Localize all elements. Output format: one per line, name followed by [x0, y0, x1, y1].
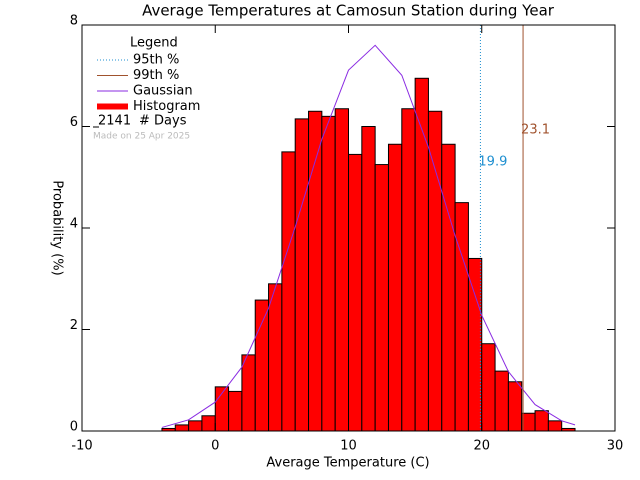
y-tick-label: 6	[70, 115, 78, 130]
histogram-bar	[188, 420, 203, 432]
y-axis-label: Probability (%)	[50, 180, 65, 275]
histogram-bar	[294, 118, 310, 432]
histogram-bar	[414, 77, 429, 432]
legend-title: Legend	[130, 36, 178, 51]
x-tick-label: 10	[340, 439, 357, 454]
histogram-bar	[427, 110, 443, 432]
made-on: Made on 25 Apr 2025	[93, 132, 190, 142]
x-tick-label: 0	[211, 439, 219, 454]
percentile-label: 23.1	[521, 123, 550, 138]
gaussian-curve	[161, 44, 576, 428]
x-axis-label: Average Temperature (C)	[266, 456, 429, 471]
histogram-bar	[507, 381, 523, 432]
percentile-label: 19.9	[478, 155, 507, 170]
histogram-bar	[481, 343, 496, 432]
histogram-bar	[308, 110, 323, 432]
legend-label: 95th %	[133, 53, 179, 68]
histogram-bar	[334, 108, 349, 432]
histogram-bar	[201, 415, 216, 432]
histogram-bar	[174, 424, 190, 432]
histogram-bar	[387, 143, 403, 432]
histogram-bar	[534, 410, 549, 432]
histogram-bar	[241, 354, 256, 432]
days-label: # Days	[139, 114, 187, 129]
days-count: 2141	[98, 114, 131, 129]
histogram-bar	[374, 164, 389, 432]
x-tick-label: 20	[473, 439, 490, 454]
histogram-bar	[268, 283, 283, 432]
histogram-bar	[494, 370, 509, 432]
histogram-bar	[521, 412, 536, 432]
histogram-bar	[441, 143, 456, 432]
histogram-bar	[321, 115, 336, 432]
legend-label: Gaussian	[133, 84, 193, 99]
y-tick-label: 2	[70, 318, 78, 333]
legend-label: 99th %	[133, 68, 179, 83]
y-tick-label: 0	[70, 420, 78, 435]
y-tick-label: 4	[70, 217, 78, 232]
x-tick-label: -10	[71, 439, 92, 454]
histogram-bar	[547, 420, 563, 432]
legend-label: Histogram	[133, 99, 200, 114]
x-tick-label: 30	[607, 439, 624, 454]
y-tick-label: 8	[70, 14, 78, 29]
histogram-bar	[281, 151, 296, 432]
chart-title: Average Temperatures at Camosun Station …	[142, 2, 555, 20]
histogram-bar	[401, 108, 416, 432]
histogram-bar	[467, 257, 483, 432]
histogram-bar	[361, 126, 376, 432]
histogram-bar	[228, 390, 243, 432]
histogram-bar	[454, 202, 469, 432]
histogram-bar	[254, 299, 270, 432]
histogram-bar	[348, 153, 363, 432]
